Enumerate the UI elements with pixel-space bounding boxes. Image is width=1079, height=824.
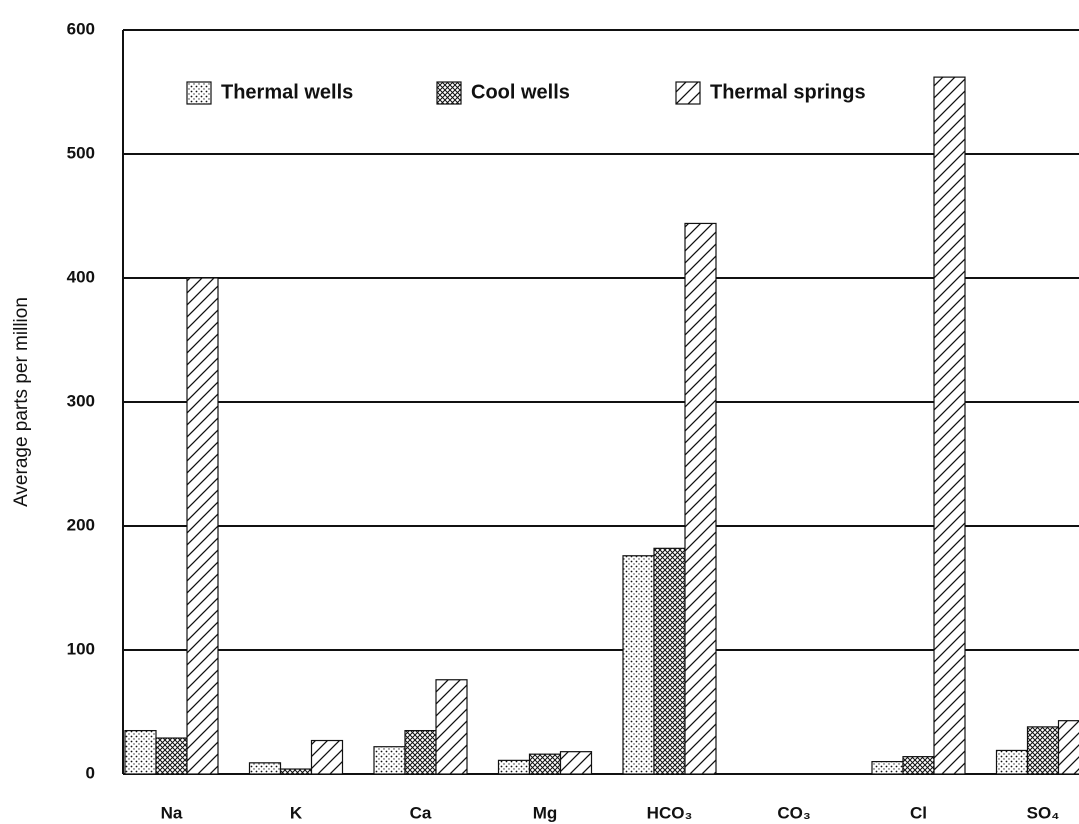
legend-swatch — [436, 81, 462, 105]
bar — [684, 222, 717, 775]
x-tick-label: CO₃ — [777, 803, 810, 822]
bar — [497, 759, 531, 775]
bar — [186, 277, 219, 775]
x-tick-label: K — [290, 803, 303, 822]
bar — [871, 760, 904, 775]
x-tick-label: Ca — [410, 803, 432, 822]
legend-text: Thermal springs — [710, 81, 866, 103]
bar — [435, 679, 468, 775]
legend-swatch — [675, 81, 701, 105]
y-tick-label: 200 — [67, 515, 95, 534]
x-tick-label: HCO₃ — [647, 803, 693, 822]
y-tick-label: 100 — [67, 639, 95, 658]
bar — [404, 729, 437, 775]
x-tick-label: Cl — [910, 803, 927, 822]
x-tick-label: SO₄ — [1027, 803, 1060, 822]
y-tick-label: 0 — [86, 763, 95, 782]
bar — [310, 739, 344, 775]
bar — [248, 762, 282, 775]
bar — [279, 768, 313, 775]
y-tick-label: 300 — [67, 391, 95, 410]
bar — [995, 749, 1029, 775]
x-tick-label: Na — [161, 803, 183, 822]
bar — [933, 76, 966, 775]
legend-text: Thermal wells — [221, 81, 353, 103]
bar — [653, 547, 686, 775]
bar — [902, 756, 935, 775]
bar — [155, 737, 188, 775]
y-tick-label: 400 — [67, 267, 95, 286]
y-tick-label: 600 — [67, 19, 95, 38]
bar — [559, 751, 593, 775]
bar — [622, 555, 655, 775]
legend-text: Cool wells — [471, 81, 570, 103]
legend-swatch — [186, 81, 212, 105]
bar — [528, 753, 562, 775]
y-tick-label: 500 — [67, 143, 95, 162]
bar — [1057, 720, 1079, 775]
y-axis-label: Average parts per million — [11, 297, 32, 507]
bar — [373, 746, 406, 775]
bar — [124, 729, 157, 775]
x-tick-label: Mg — [533, 803, 558, 822]
bar — [1026, 726, 1060, 775]
